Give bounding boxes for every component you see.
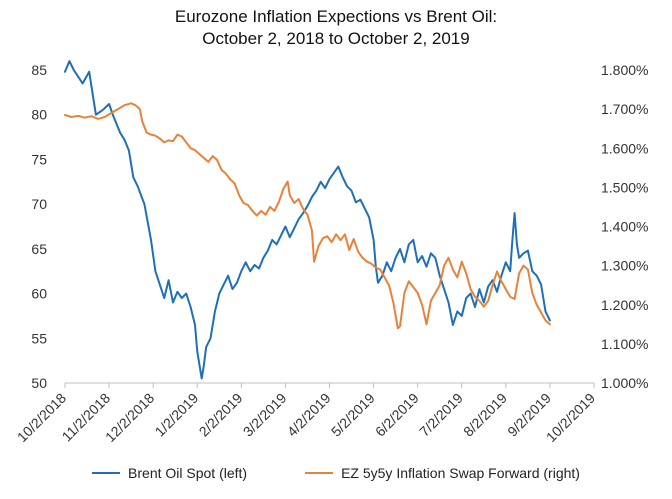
y-right-tick-label: 1.700%: [601, 101, 648, 117]
series-line-brent: [64, 60, 551, 380]
y-left-tick-label: 50: [31, 375, 47, 391]
chart-title-line-1: Eurozone Inflation Expections vs Brent O…: [174, 7, 498, 26]
y-right-tick-label: 1.400%: [601, 219, 648, 235]
series-line-ez-swap: [64, 102, 551, 330]
y-left-tick-label: 75: [31, 151, 47, 167]
x-tick-label: 2/2/2019: [196, 390, 246, 440]
chart-title-line-2: October 2, 2018 to October 2, 2019: [202, 29, 470, 48]
y-left-tick-label: 80: [31, 107, 47, 123]
legend-swatch-brent: [92, 472, 121, 474]
legend-item-ez-swap: EZ 5y5y Inflation Swap Forward (right): [305, 465, 580, 481]
y-left-tick-label: 60: [31, 286, 47, 302]
y-right-tick-label: 1.000%: [601, 375, 648, 391]
x-tick-label: 6/2/2019: [372, 390, 422, 440]
y-right-tick-label: 1.100%: [601, 336, 648, 352]
y-left-tick-label: 55: [31, 330, 47, 346]
y-right-tick-label: 1.300%: [601, 258, 648, 274]
y-right-tick-label: 1.200%: [601, 297, 648, 313]
y-left-tick-label: 65: [31, 241, 47, 257]
y-right-tick-label: 1.500%: [601, 179, 648, 195]
chart-legend: Brent Oil Spot (left) EZ 5y5y Inflation …: [0, 465, 672, 481]
y-right-tick-label: 1.600%: [601, 140, 648, 156]
x-tick-label: 3/2/2019: [240, 390, 290, 440]
legend-label-ez-swap: EZ 5y5y Inflation Swap Forward (right): [341, 465, 580, 481]
legend-item-brent: Brent Oil Spot (left): [92, 465, 247, 481]
x-tick-label: 1/2/2019: [152, 390, 202, 440]
x-tick-label: 8/2/2019: [460, 390, 510, 440]
x-tick-label: 4/2/2019: [284, 390, 334, 440]
chart-title: Eurozone Inflation Expections vs Brent O…: [0, 6, 672, 50]
y-left-tick-label: 85: [31, 62, 47, 78]
y-left-tick-label: 70: [31, 196, 47, 212]
x-tick-label: 7/2/2019: [416, 390, 466, 440]
line-chart: 10/2/201811/2/201812/2/20181/2/20192/2/2…: [14, 60, 648, 446]
x-tick-label: 12/2/2018: [102, 390, 158, 446]
x-tick-label: 10/2/2019: [543, 390, 599, 446]
y-right-tick-label: 1.800%: [601, 62, 648, 78]
x-tick-label: 5/2/2019: [328, 390, 378, 440]
legend-swatch-ez-swap: [305, 472, 334, 474]
legend-label-brent: Brent Oil Spot (left): [128, 465, 248, 481]
